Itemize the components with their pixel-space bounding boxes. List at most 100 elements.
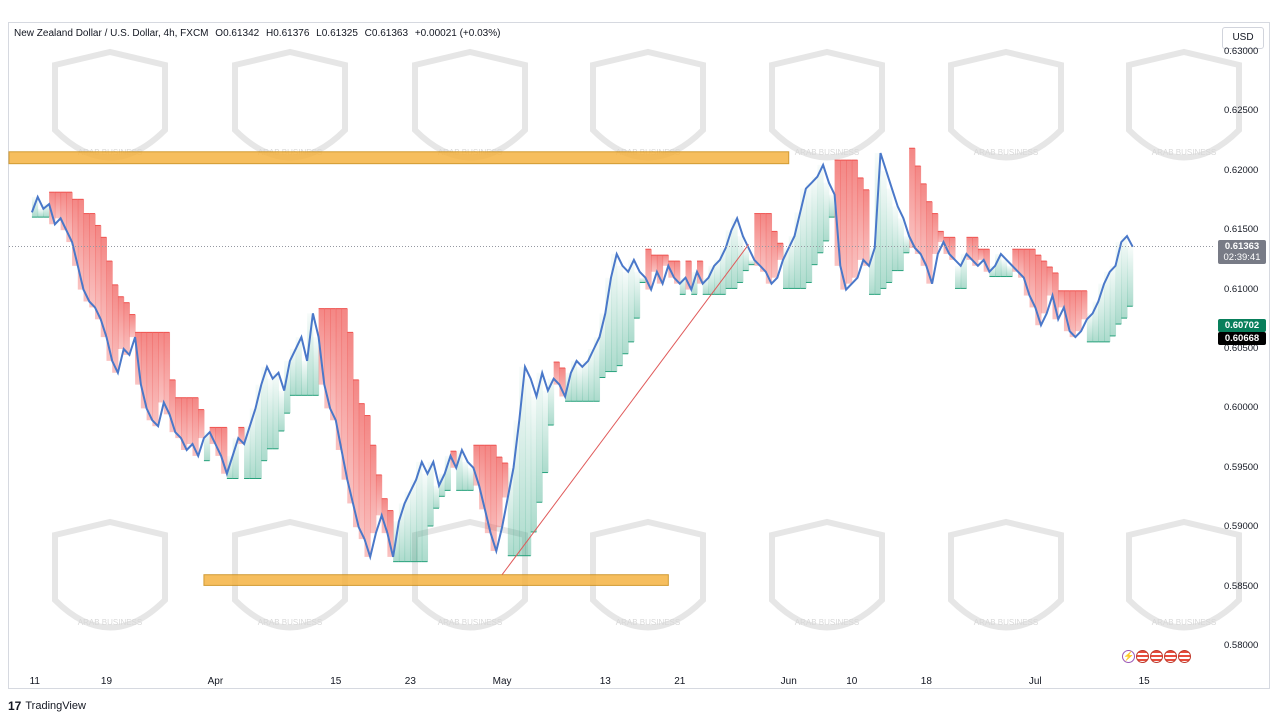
us-flag-icon[interactable] <box>1164 650 1177 663</box>
bull-fill-band <box>1092 301 1099 342</box>
watermark-shield-icon <box>1126 518 1242 631</box>
bear-fill-band <box>1029 249 1036 308</box>
bull-fill-band <box>742 248 750 271</box>
bull-fill-band <box>249 408 257 479</box>
bear-fill-band <box>353 379 360 528</box>
chart-frame[interactable] <box>8 22 1270 689</box>
us-flag-icon[interactable] <box>1150 650 1163 663</box>
bull-fill-band <box>719 248 727 295</box>
bull-fill-band <box>467 467 474 491</box>
bull-fill-band <box>828 194 836 218</box>
events-icons[interactable]: ⚡ <box>1122 650 1191 663</box>
bull-fill-band <box>255 384 262 479</box>
legend-symbol: New Zealand Dollar / U.S. Dollar, 4h, FX… <box>14 28 209 39</box>
bull-fill-band <box>519 366 526 556</box>
bear-fill-band <box>364 415 371 557</box>
bull-fill-band <box>582 360 589 402</box>
bull-fill-band <box>261 366 268 461</box>
bear-fill-band <box>215 427 222 456</box>
bull-fill-band <box>525 378 532 556</box>
tradingview-footer[interactable]: 17 TradingView <box>8 699 86 713</box>
y-tick-label: 0.61000 <box>1224 283 1259 295</box>
us-flag-icon[interactable] <box>1178 650 1191 663</box>
bear-fill-band <box>914 166 922 254</box>
bear-fill-band <box>318 308 325 385</box>
bull-fill-band <box>886 188 893 283</box>
bear-fill-band <box>1063 290 1071 332</box>
bull-fill-band <box>800 188 807 289</box>
currency-button[interactable]: USD <box>1222 27 1264 49</box>
bear-fill-band <box>840 160 847 290</box>
bear-fill-band <box>479 445 486 510</box>
watermark-shield-icon <box>412 518 528 631</box>
bull-fill-band <box>714 259 721 295</box>
us-flag-icon[interactable] <box>1136 650 1149 663</box>
bull-fill-band <box>439 473 446 497</box>
legend-change: +0.00021 (+0.03%) <box>414 28 501 39</box>
bear-fill-band <box>330 308 337 421</box>
bear-fill-band <box>553 362 560 385</box>
black-level-badge: 0.60668 <box>1218 332 1266 345</box>
bull-fill-band <box>783 248 790 289</box>
lightning-icon[interactable]: ⚡ <box>1122 650 1135 663</box>
bull-fill-band <box>232 438 239 479</box>
bear-fill-band <box>375 474 383 516</box>
bull-fill-band <box>788 236 795 289</box>
bear-fill-band <box>484 445 492 534</box>
bear-fill-band <box>387 510 394 557</box>
bear-fill-band <box>1081 290 1088 320</box>
bull-fill-band <box>1000 259 1008 277</box>
bull-fill-band <box>593 337 601 402</box>
bull-fill-band <box>513 420 520 556</box>
bull-fill-band <box>301 360 308 396</box>
legend-close: C0.61363 <box>364 28 409 39</box>
bull-fill-band <box>1127 246 1134 307</box>
bull-fill-band <box>461 461 469 491</box>
bear-fill-band <box>175 397 182 439</box>
bull-fill-band <box>679 277 687 295</box>
bull-fill-band <box>708 265 715 295</box>
bear-fill-band <box>674 261 681 284</box>
bull-fill-band <box>891 206 899 271</box>
bull-fill-band <box>605 277 612 372</box>
bear-fill-band <box>169 379 176 433</box>
bull-fill-band <box>289 349 297 396</box>
last-price-badge: 0.61363 02:39:41 <box>1218 240 1266 264</box>
y-tick-label: 0.59000 <box>1224 521 1259 533</box>
bear-fill-band <box>198 409 205 439</box>
bull-fill-band <box>312 337 320 396</box>
bull-fill-band <box>588 349 595 402</box>
x-tick-label: Apr <box>207 676 224 687</box>
bull-fill-band <box>611 253 618 372</box>
bear-fill-band <box>1023 249 1031 296</box>
bull-fill-band <box>416 461 423 562</box>
symbol-legend: New Zealand Dollar / U.S. Dollar, 4h, FX… <box>14 28 504 39</box>
bear-fill-band <box>932 213 939 254</box>
support-resistance-zone <box>8 151 790 165</box>
x-tick-label: Jul <box>1028 676 1042 687</box>
bull-fill-band <box>1115 242 1122 325</box>
bull-fill-band <box>995 253 1002 277</box>
bull-fill-band <box>817 164 824 253</box>
bear-fill-band <box>943 237 950 254</box>
bull-fill-band <box>725 230 732 289</box>
bear-fill-band <box>163 332 171 415</box>
bull-fill-band <box>1098 283 1105 342</box>
bull-fill-band <box>731 218 738 289</box>
bull-fill-band <box>1086 313 1094 342</box>
bear-fill-band <box>341 308 348 480</box>
bear-fill-band <box>450 451 457 468</box>
bear-fill-band <box>983 249 990 272</box>
bull-fill-band <box>203 432 211 461</box>
bear-fill-band <box>857 177 864 260</box>
bear-fill-band <box>1012 249 1019 272</box>
bear-fill-band <box>381 498 388 534</box>
y-tick-label: 0.63000 <box>1224 46 1259 57</box>
bear-fill-band <box>152 332 159 427</box>
watermark-text: ARAB BUSINESS <box>795 618 859 627</box>
watermark-text: ARAB BUSINESS <box>438 618 502 627</box>
y-tick-label: 0.62500 <box>1224 105 1259 117</box>
bear-fill-band <box>95 225 102 320</box>
bull-fill-band <box>903 236 910 253</box>
